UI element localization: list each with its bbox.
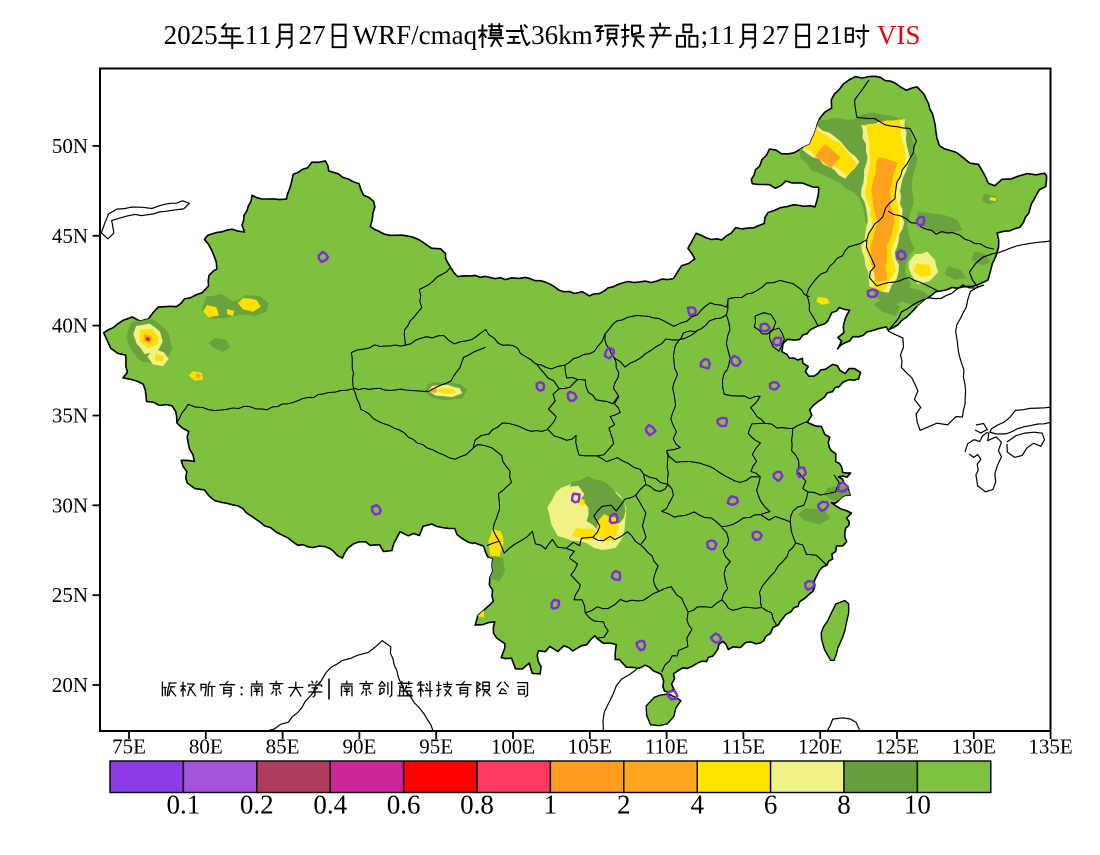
svg-text:;: ; xyxy=(701,20,709,50)
svg-text:8: 8 xyxy=(837,790,851,820)
svg-text:90E: 90E xyxy=(342,735,376,759)
svg-text:0.8: 0.8 xyxy=(460,790,494,820)
svg-text:100E: 100E xyxy=(491,735,535,759)
svg-text:85E: 85E xyxy=(266,735,300,759)
svg-text:20N: 20N xyxy=(52,673,88,697)
svg-text:0.2: 0.2 xyxy=(240,790,274,820)
svg-text:35N: 35N xyxy=(52,404,88,428)
svg-text:115E: 115E xyxy=(722,735,766,759)
svg-text:27: 27 xyxy=(299,20,326,50)
svg-text:120E: 120E xyxy=(798,735,842,759)
svg-text:30N: 30N xyxy=(52,493,88,517)
svg-text:36km: 36km xyxy=(531,20,593,50)
svg-text:0.6: 0.6 xyxy=(387,790,421,820)
svg-text::: : xyxy=(239,680,244,701)
svg-text:125E: 125E xyxy=(875,735,919,759)
svg-text:45N: 45N xyxy=(52,224,88,248)
svg-text:25N: 25N xyxy=(52,583,88,607)
svg-text:6: 6 xyxy=(764,790,778,820)
svg-text:10: 10 xyxy=(904,790,931,820)
svg-text:0.4: 0.4 xyxy=(313,790,347,820)
svg-text:11: 11 xyxy=(708,20,735,50)
svg-text:2: 2 xyxy=(617,790,631,820)
svg-text:27: 27 xyxy=(762,20,789,50)
svg-text:130E: 130E xyxy=(952,735,996,759)
svg-text:WRF/cmaq: WRF/cmaq xyxy=(353,20,478,50)
svg-text:75E: 75E xyxy=(112,735,146,759)
svg-text:4: 4 xyxy=(690,790,704,820)
svg-text:0.1: 0.1 xyxy=(167,790,201,820)
svg-text:135E: 135E xyxy=(1028,735,1072,759)
svg-text:95E: 95E xyxy=(419,735,453,759)
svg-text:50N: 50N xyxy=(52,134,88,158)
svg-text:40N: 40N xyxy=(52,314,88,338)
svg-text:21: 21 xyxy=(816,20,843,50)
svg-text:80E: 80E xyxy=(189,735,223,759)
svg-text:2025: 2025 xyxy=(164,20,218,50)
svg-text:105E: 105E xyxy=(568,735,612,759)
svg-text:110E: 110E xyxy=(645,735,689,759)
svg-text:VIS: VIS xyxy=(877,20,921,50)
svg-text:1: 1 xyxy=(544,790,558,820)
svg-text:11: 11 xyxy=(245,20,272,50)
